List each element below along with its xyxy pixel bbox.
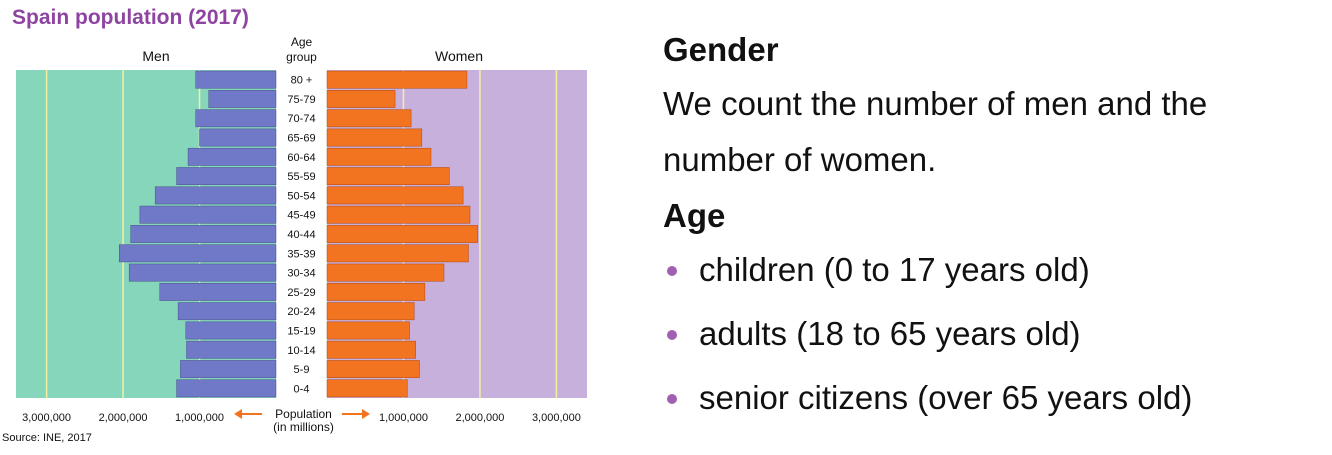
source-note: Source: INE, 2017: [2, 432, 92, 444]
men-bar: [180, 360, 277, 378]
women-bar: [326, 379, 408, 398]
axis-label-line2: (in millions): [273, 420, 334, 434]
men-bar: [159, 282, 277, 301]
age-group-label: 55-59: [287, 171, 315, 183]
age-group-label: 40-44: [287, 229, 315, 241]
women-bar: [326, 321, 410, 340]
category-header-line2: group: [286, 50, 317, 64]
women-bar: [326, 109, 412, 128]
age-list-item: children (0 to 17 years old): [663, 238, 1323, 302]
women-bar: [326, 244, 469, 263]
women-bar: [326, 225, 478, 243]
women-bar: [326, 282, 426, 301]
women-bar: [326, 147, 432, 166]
x-tick-label: 1,000,000: [175, 412, 224, 424]
age-group-label: 70-74: [287, 113, 315, 125]
men-bar: [154, 186, 277, 205]
age-group-label: 5-9: [294, 364, 310, 376]
age-group-label: 65-69: [287, 133, 315, 145]
men-bar: [177, 302, 277, 321]
axis-label-line1: Population: [275, 407, 332, 421]
women-bar: [326, 70, 468, 89]
men-header: Men: [142, 48, 169, 64]
age-list: children (0 to 17 years old) adults (18 …: [663, 238, 1323, 430]
men-bar: [195, 109, 277, 128]
men-bar: [186, 340, 277, 359]
men-bar: [185, 321, 277, 340]
women-header: Women: [435, 48, 483, 64]
category-header-line1: Age: [291, 35, 313, 49]
age-list-item: adults (18 to 65 years old): [663, 302, 1323, 366]
x-tick-label: 3,000,000: [532, 412, 581, 424]
x-tick-label: 1,000,000: [379, 412, 428, 424]
age-list-item: senior citizens (over 65 years old): [663, 366, 1323, 430]
men-bar: [176, 167, 277, 186]
women-bar: [326, 90, 396, 108]
age-group-label: 45-49: [287, 210, 315, 222]
men-bar: [195, 70, 277, 89]
age-item-text: children (0 to 17 years old): [699, 251, 1090, 288]
age-group-label: 75-79: [287, 94, 315, 106]
age-item-text: adults (18 to 65 years old): [699, 315, 1081, 352]
women-bar: [326, 205, 471, 224]
age-group-label: 25-29: [287, 287, 315, 299]
women-bar: [326, 167, 450, 186]
age-group-label: 10-14: [287, 345, 315, 357]
men-bar: [130, 225, 277, 243]
x-tick-label: 2,000,000: [455, 412, 504, 424]
men-bar: [199, 128, 277, 147]
x-tick-label: 3,000,000: [22, 412, 71, 424]
women-bar: [326, 186, 464, 205]
women-bar: [326, 340, 416, 359]
explanation-panel: Gender We count the number of men and th…: [663, 28, 1323, 430]
age-group-label: 50-54: [287, 190, 315, 202]
age-group-label: 80 +: [291, 75, 313, 87]
x-tick-label: 2,000,000: [99, 412, 148, 424]
chart-title: Spain population (2017): [12, 6, 249, 29]
age-group-label: 60-64: [287, 152, 315, 164]
age-heading: Age: [663, 197, 726, 234]
left-arrowhead-icon: [234, 409, 242, 419]
women-bar: [326, 302, 415, 321]
men-bar: [208, 90, 277, 108]
women-bar: [326, 128, 423, 147]
age-group-label: 15-19: [287, 325, 315, 337]
population-pyramid-chart: 80 + 75-79 70-74 65-69 60-64 55-59 50-54 45-49 4…: [2, 35, 587, 444]
men-bar: [128, 263, 277, 282]
age-group-label: 20-24: [287, 306, 315, 318]
men-bar: [118, 244, 277, 263]
gender-heading: Gender: [663, 31, 779, 68]
gender-description: We count the number of men and the numbe…: [663, 85, 1208, 178]
bullet-dot-icon: [667, 394, 677, 404]
age-item-text: senior citizens (over 65 years old): [699, 379, 1193, 416]
women-bar: [326, 360, 420, 378]
bullet-dot-icon: [667, 330, 677, 340]
age-group-label: 30-34: [287, 268, 315, 280]
right-arrowhead-icon: [362, 409, 370, 419]
age-group-label: 0-4: [294, 383, 310, 395]
bullet-dot-icon: [667, 266, 677, 276]
men-bar: [139, 205, 277, 224]
women-bar: [326, 263, 445, 282]
men-bar: [176, 379, 277, 398]
men-bar: [187, 147, 277, 166]
age-group-label: 35-39: [287, 248, 315, 260]
